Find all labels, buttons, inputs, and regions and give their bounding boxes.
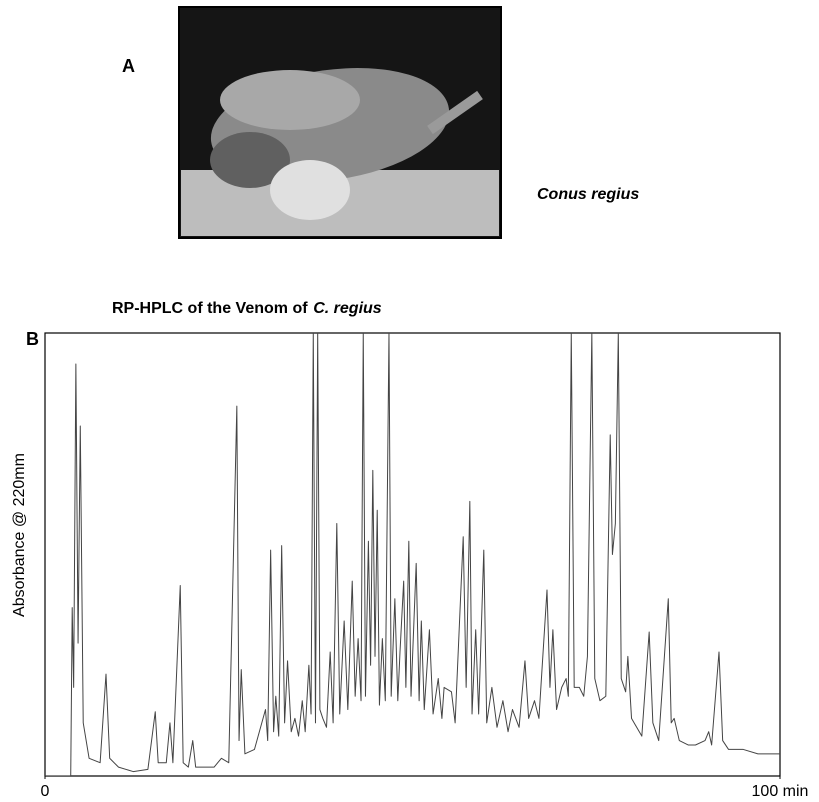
y-axis-label: Absorbance @ 220mm xyxy=(11,453,28,617)
panel-label: A xyxy=(122,56,135,76)
chromatogram-trace xyxy=(45,333,780,776)
x-tick-label: 0 xyxy=(41,783,50,800)
specimen-photo xyxy=(178,6,502,239)
plot-frame xyxy=(44,332,781,777)
chart-title: RP-HPLC of the Venom of xyxy=(112,300,308,317)
x-tick-label: 100 min xyxy=(752,783,809,800)
species-caption: Conus regius xyxy=(537,186,639,203)
chart-title: C. regius xyxy=(313,300,382,317)
panel-label: B xyxy=(26,329,39,349)
